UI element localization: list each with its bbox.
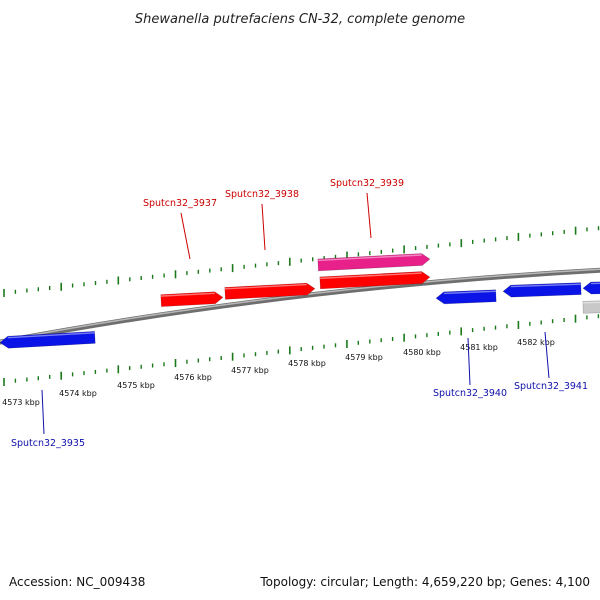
gene-label: Sputcn32_3938 [225, 189, 299, 200]
gene-arrow [317, 253, 431, 272]
gene-arrow-shine [319, 272, 422, 280]
gene-arrow-shine [317, 254, 422, 262]
gene-arrow-shine [510, 283, 581, 288]
inner-tick-track [3, 314, 600, 386]
gene-arrow-shine [443, 290, 496, 295]
gene-arrow [582, 300, 600, 314]
gene-arrow [160, 291, 224, 307]
gene-arrow [582, 281, 600, 295]
gene-label: Sputcn32_3937 [143, 198, 217, 209]
outer-tick-track [3, 226, 600, 297]
ruler-label: 4578 kbp [288, 359, 326, 368]
genome-summary-text: Topology: circular; Length: 4,659,220 bp… [259, 575, 590, 589]
gene-arrow-shine [7, 332, 95, 339]
gene-arrow-shine [160, 292, 215, 297]
gene-label: Sputcn32_3939 [330, 178, 404, 189]
map-title: Shewanella putrefaciens CN-32, complete … [135, 12, 465, 27]
ruler-label: 4573 kbp [2, 398, 40, 407]
gene-label-leader [366, 192, 372, 239]
gene-label-leader [467, 337, 471, 386]
ruler-label: 4582 kbp [517, 338, 555, 347]
ruler-label: 4580 kbp [403, 348, 441, 357]
gene-label-leader [544, 331, 550, 379]
ruler-label: 4579 kbp [345, 353, 383, 362]
ruler-label: 4574 kbp [59, 389, 97, 398]
ruler-label: 4575 kbp [117, 381, 155, 390]
gene-arrow [319, 271, 431, 290]
ruler-label: 4576 kbp [174, 373, 212, 382]
gene-label-leader [261, 203, 266, 251]
ruler-label: 4577 kbp [231, 366, 269, 375]
ruler-label: 4581 kbp [460, 343, 498, 352]
gene-track [0, 253, 600, 349]
gene-arrow-shine [582, 301, 600, 304]
gene-label: Sputcn32_3941 [514, 381, 588, 392]
gene-labels: Sputcn32_3935 Sputcn32_3937 Sputcn32_3938 S… [11, 178, 588, 449]
gene-arrow [502, 282, 582, 298]
gene-label-leader [41, 389, 45, 435]
gene-arrow [0, 331, 96, 349]
genome-backbone [0, 267, 600, 345]
accession-text: Accession: NC_009438 [9, 575, 145, 589]
gene-arrow [224, 282, 316, 300]
gene-label: Sputcn32_3935 [11, 438, 85, 449]
gene-label: Sputcn32_3940 [433, 388, 507, 399]
ruler-labels: 4573 kbp 4574 kbp 4575 kbp 4576 kbp 4577 kbp… [2, 338, 555, 407]
gene-arrow-shine [224, 283, 307, 290]
gene-label-leader [180, 212, 191, 260]
gene-arrow [435, 289, 497, 305]
